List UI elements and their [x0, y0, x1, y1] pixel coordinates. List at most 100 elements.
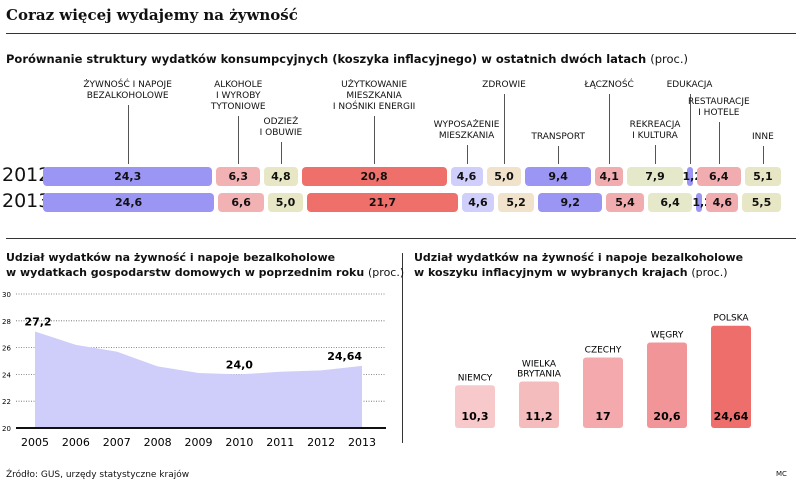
- x-tick-label: 2007: [103, 436, 131, 449]
- country-chart-title: Udział wydatków na żywność i napoje beza…: [414, 250, 743, 280]
- bar-segment: 4,6: [706, 193, 739, 212]
- category-label: ZDROWIE: [482, 80, 526, 90]
- category-label: EDUKACJA: [666, 80, 713, 90]
- y-tick-label: 28: [2, 318, 11, 326]
- leader-line: [127, 105, 129, 164]
- x-tick-label: 2005: [21, 436, 49, 449]
- bar-segment: 24,3: [43, 167, 213, 186]
- y-tick-label: 22: [2, 398, 11, 406]
- bar-segment: 9,4: [525, 167, 591, 186]
- category-label: INNE: [751, 132, 774, 142]
- subtitle-text: Porównanie struktury wydatków konsumpcyj…: [6, 52, 647, 66]
- country-bar: [519, 381, 559, 428]
- year-label-2012: 2012: [2, 164, 51, 186]
- y-tick-label: 30: [2, 291, 11, 299]
- bar-segment: 9,2: [538, 193, 603, 212]
- y-tick-label: 26: [2, 345, 11, 353]
- value-label: 4,6: [712, 196, 733, 209]
- title-rule: [6, 33, 796, 34]
- value-label: 6,4: [660, 196, 680, 209]
- leader-line: [718, 122, 720, 164]
- bar-segment: 5,1: [745, 167, 781, 186]
- credit: MC: [776, 470, 787, 478]
- value-label: 6,6: [231, 196, 251, 209]
- category-label: REKREACJA I KULTURA: [629, 120, 681, 141]
- bar-segment: 6,4: [647, 193, 693, 212]
- bar-segment: 4,8: [264, 167, 298, 186]
- country-bar: [455, 385, 495, 428]
- value-label: 17: [595, 410, 610, 423]
- bar-segment: 4,6: [450, 167, 483, 186]
- country-bar: [711, 325, 751, 428]
- x-tick-label: 2006: [62, 436, 90, 449]
- data-label: 24,64: [327, 350, 362, 363]
- bar-segment: 21,7: [306, 193, 458, 212]
- bar-segment: 1,2: [683, 167, 702, 186]
- bar-segment: 4,1: [594, 167, 624, 186]
- leader-line: [689, 94, 691, 164]
- leader-line: [655, 145, 656, 164]
- country-label: WIELKA BRYTANIA: [517, 360, 562, 380]
- divider: [6, 238, 796, 239]
- x-tick-label: 2012: [307, 436, 335, 449]
- bar-segment: 7,9: [627, 167, 683, 186]
- value-label: 5,1: [753, 170, 773, 183]
- country-label: POLSKA: [713, 314, 749, 324]
- country-bar: [583, 357, 623, 428]
- country-label: CZECHY: [585, 345, 622, 355]
- bar-segment: 6,3: [216, 167, 261, 186]
- x-tick-label: 2010: [225, 436, 253, 449]
- area-series: [35, 331, 362, 428]
- bar-segment: 6,4: [696, 167, 742, 186]
- value-label: 24,64: [714, 410, 749, 423]
- value-label: 24,6: [115, 196, 143, 209]
- leader-line: [558, 146, 560, 164]
- value-label: 5,5: [751, 196, 772, 209]
- country-label: WĘGRY: [651, 331, 684, 341]
- leader-line: [280, 142, 282, 164]
- x-tick-label: 2009: [185, 436, 213, 449]
- value-label: 4,8: [271, 170, 291, 183]
- title: Coraz więcej wydajemy na żywność: [6, 6, 298, 24]
- value-label: 4,6: [456, 170, 477, 183]
- value-label: 5,4: [615, 196, 635, 209]
- value-label: 4,6: [468, 196, 488, 209]
- bar-segment: 5,5: [742, 193, 781, 212]
- category-label: TRANSPORT: [531, 132, 585, 142]
- bar-segment: 6,6: [218, 193, 265, 212]
- category-label: ŁĄCZNOŚĆ: [584, 80, 634, 90]
- leader-line: [762, 146, 764, 164]
- leader-line: [504, 94, 505, 164]
- country-title-text: Udział wydatków na żywność i napoje beza…: [414, 251, 744, 279]
- x-tick-label: 2011: [266, 436, 294, 449]
- data-label: 27,2: [24, 316, 51, 329]
- value-label: 9,4: [548, 170, 568, 183]
- bar-segment: 5,0: [268, 193, 303, 212]
- subtitle-unit: (proc.): [650, 52, 688, 66]
- value-label: 4,1: [599, 170, 619, 183]
- leader-line: [466, 145, 468, 164]
- value-label: 11,2: [525, 410, 552, 423]
- value-label: 5,0: [275, 196, 296, 209]
- country-label: NIEMCY: [458, 373, 493, 383]
- value-label: 21,7: [368, 196, 397, 209]
- country-bar-chart: 10,3 NIEMCY 11,2 WIELKA BRYTANIA 17 CZECHY 20,6…: [455, 314, 751, 428]
- bar-segment: 5,0: [486, 167, 522, 186]
- area-title-unit: (proc.): [368, 266, 405, 279]
- country-bar: [647, 342, 687, 428]
- category-label: ODZIEŻ I OBUWIE: [259, 117, 303, 138]
- divider-vertical: [402, 253, 403, 443]
- area-title-text: Udział wydatków na żywność i napoje beza…: [6, 251, 365, 279]
- subtitle: Porównanie struktury wydatków konsumpcyj…: [6, 52, 688, 66]
- bar-segment: 4,6: [461, 193, 494, 212]
- value-label: 6,4: [709, 170, 729, 183]
- x-tick-label: 2008: [144, 436, 172, 449]
- leader-line: [374, 116, 376, 164]
- data-label: 24,0: [226, 358, 253, 371]
- value-label: 20,6: [653, 410, 680, 423]
- category-label: ŻYWNOŚĆ I NAPOJE BEZALKOHOLOWE: [83, 80, 172, 101]
- year-label-2013: 2013: [2, 190, 51, 212]
- value-label: 6,3: [228, 170, 248, 183]
- area-chart-title: Udział wydatków na żywność i napoje beza…: [6, 250, 404, 280]
